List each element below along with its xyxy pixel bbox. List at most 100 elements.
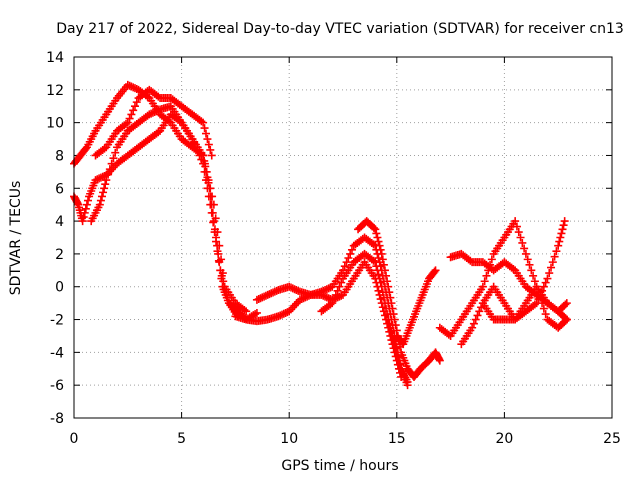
data-point — [331, 290, 340, 299]
data-point — [129, 83, 138, 92]
data-point — [347, 245, 356, 254]
data-point — [107, 159, 116, 168]
x-tick-label: 15 — [388, 431, 406, 447]
data-point — [295, 295, 304, 304]
data-point — [562, 315, 571, 324]
data-point — [337, 278, 346, 287]
data-point — [466, 256, 475, 265]
data-point — [373, 266, 382, 275]
data-point — [319, 286, 328, 295]
data-point — [369, 223, 378, 232]
data-point — [125, 81, 134, 90]
data-point — [294, 286, 303, 295]
data-point — [219, 277, 228, 286]
data-point — [371, 258, 380, 267]
data-point — [376, 278, 385, 287]
data-point — [276, 311, 285, 320]
data-point — [468, 323, 477, 332]
data-point — [297, 295, 306, 304]
series-sat-c — [87, 102, 242, 321]
data-point — [261, 291, 270, 300]
series-sat-f — [252, 233, 412, 386]
y-tick-label: 0 — [55, 280, 64, 296]
y-tick-label: -6 — [50, 378, 64, 394]
data-point — [203, 135, 212, 144]
data-point — [444, 330, 453, 339]
data-point — [81, 204, 90, 213]
data-point — [518, 238, 527, 247]
data-point — [388, 304, 397, 313]
x-tick-label: 0 — [70, 431, 79, 447]
data-point — [473, 311, 482, 320]
data-point — [190, 139, 199, 148]
data-point — [82, 200, 91, 209]
data-point — [340, 262, 349, 271]
data-point — [78, 217, 87, 226]
data-point — [80, 208, 89, 217]
data-point — [396, 360, 405, 369]
data-point — [100, 144, 109, 153]
data-point — [101, 180, 110, 189]
data-point — [197, 117, 206, 126]
series-sat-g — [317, 249, 412, 390]
data-point — [251, 310, 260, 319]
data-point — [154, 106, 163, 115]
data-point — [104, 170, 113, 179]
data-point — [527, 266, 536, 275]
y-tick-label: -2 — [50, 313, 64, 329]
y-tick-label: 6 — [55, 181, 64, 197]
data-point — [558, 225, 567, 234]
data-point — [538, 299, 547, 308]
data-point — [317, 287, 326, 296]
data-point — [369, 256, 378, 265]
data-point — [378, 255, 387, 264]
data-point — [145, 110, 154, 119]
data-point — [152, 107, 161, 116]
x-tick-label: 20 — [495, 431, 513, 447]
data-point — [269, 288, 278, 297]
data-point — [482, 271, 491, 280]
data-point — [123, 80, 132, 89]
data-point — [209, 218, 218, 227]
data-point — [281, 308, 290, 317]
data-point — [129, 106, 138, 115]
data-point — [272, 286, 281, 295]
data-point — [342, 258, 351, 267]
data-point — [217, 271, 226, 280]
data-point — [222, 288, 231, 297]
data-point — [559, 221, 568, 230]
series-sat-l — [457, 217, 569, 349]
data-point — [195, 151, 204, 160]
data-point — [386, 293, 395, 302]
data-point — [154, 128, 163, 137]
data-point — [212, 237, 221, 246]
y-tick-label: 8 — [55, 148, 64, 164]
data-point — [523, 255, 532, 264]
data-point — [561, 316, 570, 325]
data-point — [431, 266, 440, 275]
data-point — [509, 264, 518, 273]
data-point — [539, 282, 548, 291]
data-point — [478, 282, 487, 291]
data-point — [372, 262, 381, 271]
data-point — [100, 184, 109, 193]
data-point — [278, 310, 287, 319]
data-point — [132, 98, 141, 107]
data-point — [263, 290, 272, 299]
data-point — [91, 176, 100, 185]
data-point — [191, 143, 200, 152]
data-point — [321, 286, 330, 295]
data-point — [105, 165, 114, 174]
data-point — [256, 294, 265, 303]
data-point — [389, 310, 398, 319]
data-point — [330, 295, 339, 304]
data-point — [252, 308, 261, 317]
data-point — [512, 222, 521, 231]
data-point — [393, 352, 402, 361]
data-point — [328, 299, 337, 308]
data-point — [216, 266, 225, 275]
data-point — [536, 293, 545, 302]
data-point — [538, 286, 547, 295]
data-point — [270, 287, 279, 296]
